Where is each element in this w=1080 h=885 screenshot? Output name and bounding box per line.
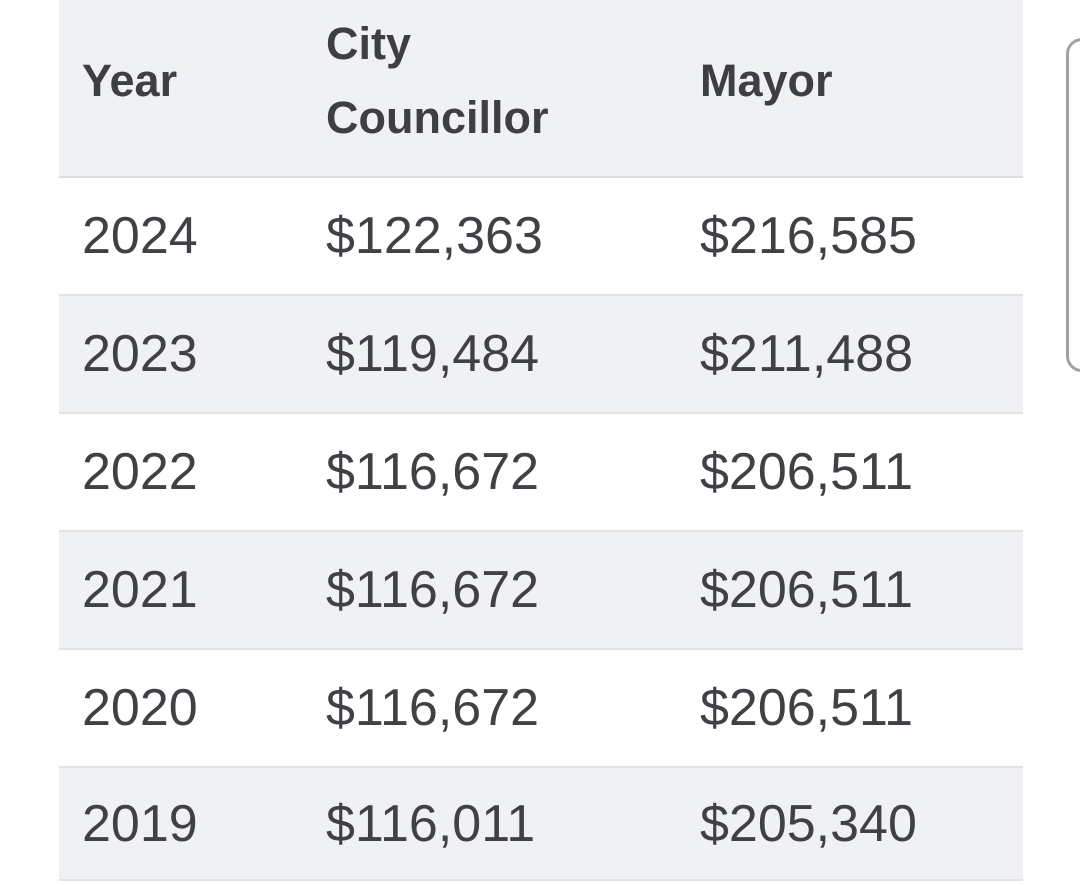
table-row-2019: 2019 $116,011 $205,340 [59, 767, 1023, 881]
table-header-row: Year City Councillor Mayor [59, 0, 1023, 178]
table-row-2023: 2023 $119,484 $211,488 [59, 295, 1023, 414]
scrollbar-thumb[interactable] [1066, 38, 1080, 372]
column-header-mayor: Mayor [677, 0, 1023, 178]
year-cell: 2021 [59, 531, 303, 650]
year-cell: 2019 [59, 767, 303, 881]
mayor-salary-cell: $216,585 [677, 177, 1023, 296]
city-councillor-salary-cell: $116,672 [303, 413, 677, 532]
table-row-2021: 2021 $116,672 $206,511 [59, 531, 1023, 650]
column-header-mayor-label: Mayor [700, 55, 833, 106]
column-header-city-councillor: City Councillor [303, 0, 677, 178]
mayor-salary-cell: $211,488 [677, 295, 1023, 414]
city-councillor-salary-cell: $116,672 [303, 531, 677, 650]
column-header-year: Year [59, 0, 303, 178]
city-councillor-salary-cell: $119,484 [303, 295, 677, 414]
year-cell: 2024 [59, 177, 303, 296]
city-councillor-salary-cell: $116,672 [303, 649, 677, 768]
city-councillor-salary-cell: $116,011 [303, 767, 677, 881]
mayor-salary-cell: $206,511 [677, 531, 1023, 650]
mayor-salary-cell: $205,340 [677, 767, 1023, 881]
mayor-salary-cell: $206,511 [677, 649, 1023, 768]
salary-table: Year City Councillor Mayor 2024 $122,363… [59, 0, 1023, 881]
mayor-salary-cell: $206,511 [677, 413, 1023, 532]
year-cell: 2022 [59, 413, 303, 532]
table-row-2022: 2022 $116,672 $206,511 [59, 413, 1023, 532]
table-row-2020: 2020 $116,672 $206,511 [59, 649, 1023, 768]
year-cell: 2020 [59, 649, 303, 768]
column-header-year-label: Year [82, 55, 178, 106]
table-row-2024: 2024 $122,363 $216,585 [59, 177, 1023, 296]
year-cell: 2023 [59, 295, 303, 414]
column-header-city-councillor-label: City Councillor [326, 18, 549, 143]
city-councillor-salary-cell: $122,363 [303, 177, 677, 296]
